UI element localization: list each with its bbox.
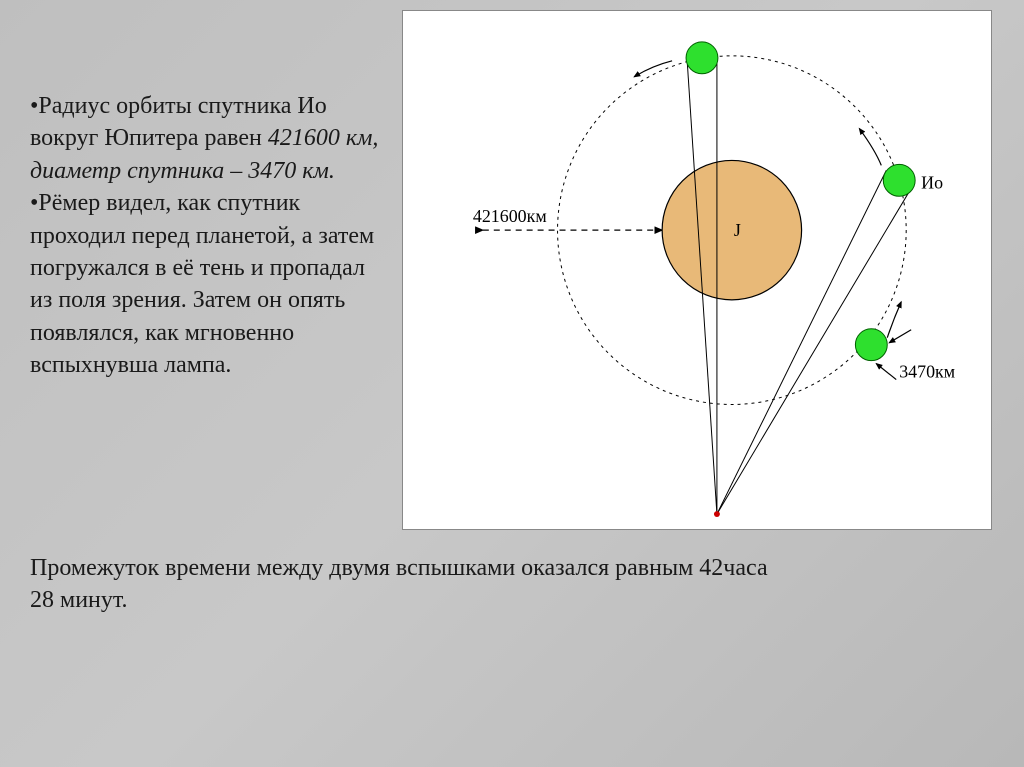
diagram-svg: J 421600км Ио 3470км — [403, 11, 991, 529]
orbit-arrow — [887, 302, 901, 338]
paragraph-1: •Радиус орбиты спутника Ио вокруг Юпитер… — [30, 90, 390, 187]
main-text-block: •Радиус орбиты спутника Ио вокруг Юпитер… — [30, 90, 390, 382]
orbit-arrow — [859, 129, 881, 166]
diameter-label: 3470км — [899, 362, 955, 382]
radius-label: 421600км — [473, 206, 547, 226]
moon — [883, 164, 915, 196]
moon — [855, 329, 887, 361]
jupiter — [662, 160, 801, 299]
bottom-text: Промежуток времени между двумя вспышками… — [30, 552, 790, 617]
paragraph-2: •Рёмер видел, как спутник проходил перед… — [30, 187, 390, 381]
moon — [686, 42, 718, 74]
diameter-arrow — [889, 330, 911, 343]
orbit-diagram: J 421600км Ио 3470км — [402, 10, 992, 530]
io-label: Ио — [921, 172, 943, 192]
jupiter-label: J — [734, 220, 741, 240]
observer-point — [714, 511, 720, 517]
diameter-arrow — [876, 364, 896, 380]
